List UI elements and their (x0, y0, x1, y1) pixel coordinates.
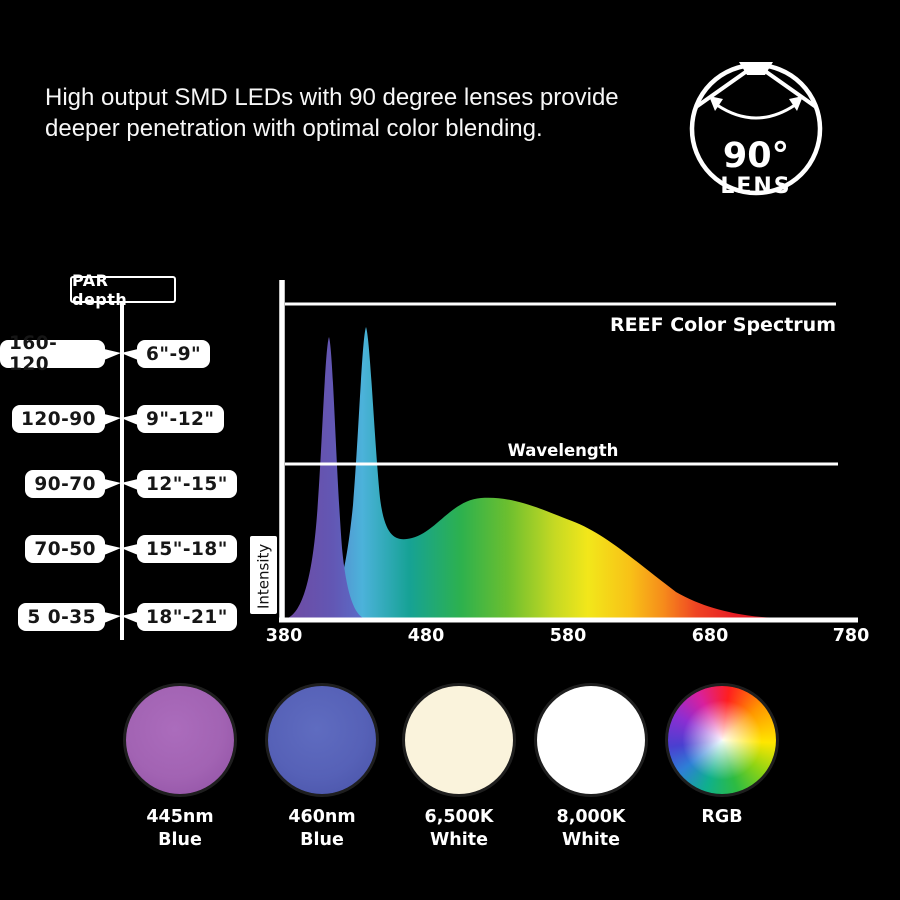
swatch-label-line1: 445nm (146, 807, 214, 827)
par-depth-axis-line (120, 303, 124, 640)
swatch-circle-6500k (405, 686, 513, 794)
reef-spectrum-chart: REEF Color Spectrum Wavelength Intensity… (250, 280, 870, 646)
par-value: 70-50 (25, 535, 121, 563)
headline-line1: High output SMD LEDs with 90 degree lens… (45, 84, 619, 111)
swatch-label-line2: Blue (300, 830, 344, 850)
swatch-rgb: RGB (642, 686, 802, 829)
swatch-label-line1: RGB (701, 807, 743, 827)
x-tick-480: 480 (408, 626, 445, 646)
chart-title: REEF Color Spectrum (610, 314, 836, 336)
swatch-8000k-white: 8,000K White (511, 686, 671, 852)
swatch-label: 445nm Blue (100, 806, 260, 852)
swatch-circle-460nm (268, 686, 376, 794)
x-tick-780: 780 (833, 626, 870, 646)
swatch-label-line2: White (430, 830, 488, 850)
swatch-label: 6,500K White (379, 806, 539, 852)
swatch-label-line2: Blue (158, 830, 202, 850)
lens-degree-text: 90° (723, 136, 789, 176)
depth-value: 6"-9" (120, 340, 211, 368)
arrowhead-right-icon (789, 96, 803, 111)
headline: High output SMD LEDs with 90 degree lens… (45, 82, 619, 144)
par-value: 90-70 (25, 470, 121, 498)
spectrum-area (320, 327, 790, 618)
depth-value: 18"-21" (121, 603, 237, 631)
swatch-label: 8,000K White (511, 806, 671, 852)
par-value: 5 0-35 (18, 603, 121, 631)
swatch-label-line2: White (562, 830, 620, 850)
swatch-circle-445nm (126, 686, 234, 794)
depth-value: 9"-12" (121, 405, 224, 433)
x-axis-title: Wavelength (508, 441, 619, 460)
depth-value: 15"-18" (121, 535, 237, 563)
violet-peak-area (288, 337, 363, 618)
x-tick-380: 380 (266, 626, 303, 646)
par-depth-title: PAR depth (70, 271, 176, 309)
swatch-label: RGB (642, 806, 802, 829)
headline-line2: deeper penetration with optimal color bl… (45, 115, 543, 142)
par-value: 120-90 (11, 405, 122, 433)
lens-90-badge-icon: 90° LENS (689, 62, 823, 199)
arrowhead-left-icon (709, 96, 723, 111)
x-tick-580: 580 (550, 626, 587, 646)
depth-value: 12"-15" (121, 470, 237, 498)
swatch-label-line1: 6,500K (424, 807, 494, 827)
x-tick-680: 680 (692, 626, 729, 646)
par-value: 160-120 (0, 333, 121, 375)
lens-label-text: LENS (720, 174, 791, 199)
swatch-445nm-blue: 445nm Blue (100, 686, 260, 852)
swatch-label: 460nm Blue (242, 806, 402, 852)
angle-arrow-arc (716, 103, 796, 120)
swatch-label-line1: 460nm (288, 807, 356, 827)
swatch-460nm-blue: 460nm Blue (242, 686, 402, 852)
beam-left-line (694, 69, 749, 109)
swatch-6500k-white: 6,500K White (379, 686, 539, 852)
beam-right-line (763, 69, 818, 109)
y-axis-title: Intensity (255, 544, 273, 609)
swatch-circle-rgb-color-wheel-icon (668, 686, 776, 794)
swatch-circle-8000k (537, 686, 645, 794)
intensity-label-box (250, 536, 277, 614)
swatch-label-line1: 8,000K (556, 807, 626, 827)
